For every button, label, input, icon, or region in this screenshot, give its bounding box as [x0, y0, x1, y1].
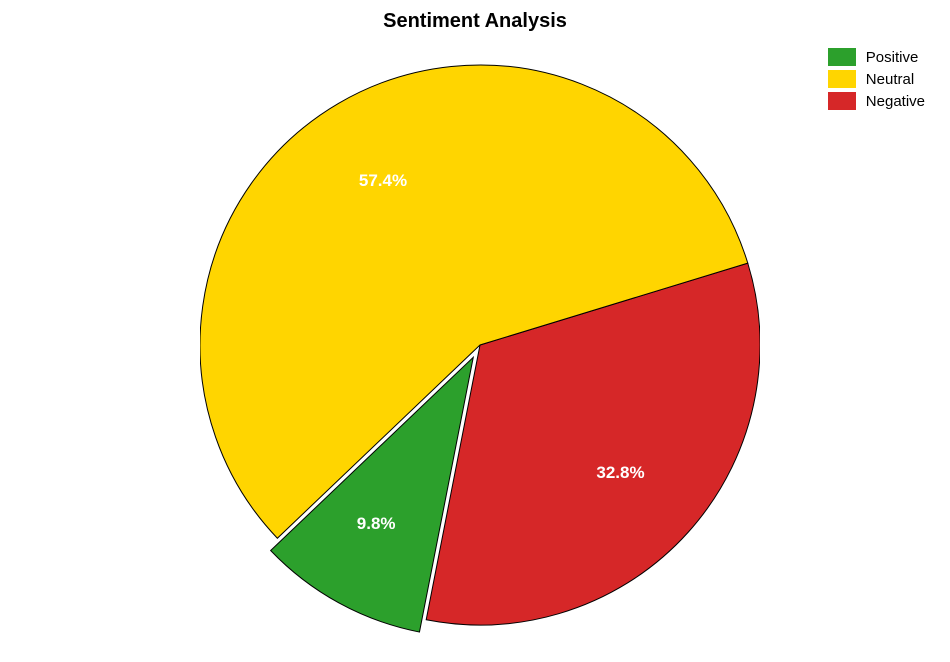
legend-label-positive: Positive [866, 49, 919, 66]
pie-svg [200, 60, 760, 640]
slice-label-neutral: 57.4% [359, 171, 407, 191]
legend-swatch-negative [828, 92, 856, 110]
legend-swatch-neutral [828, 70, 856, 88]
slice-label-negative: 32.8% [596, 463, 644, 483]
legend-item-positive: Positive [828, 48, 925, 66]
slice-label-positive: 9.8% [357, 514, 396, 534]
chart-title: Sentiment Analysis [0, 10, 950, 33]
legend-item-negative: Negative [828, 92, 925, 110]
legend: Positive Neutral Negative [828, 48, 925, 114]
legend-label-negative: Negative [866, 93, 925, 110]
legend-label-neutral: Neutral [866, 71, 914, 88]
legend-swatch-positive [828, 48, 856, 66]
sentiment-pie-chart: Sentiment Analysis Positive Neutral Nega… [0, 0, 950, 662]
legend-item-neutral: Neutral [828, 70, 925, 88]
